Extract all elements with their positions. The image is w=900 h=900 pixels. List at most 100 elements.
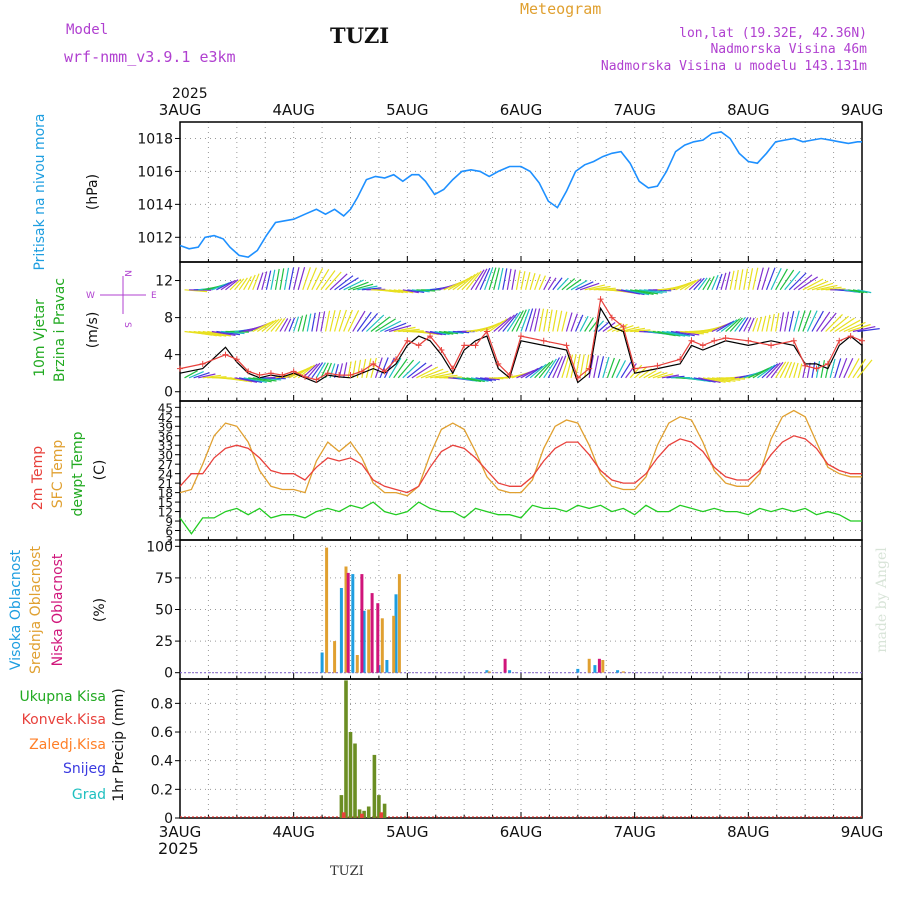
wind-barb xyxy=(556,310,563,332)
wind-gust-marker xyxy=(415,342,422,349)
wind-barb xyxy=(202,374,222,379)
wind-barb xyxy=(716,320,735,333)
panels: 1012101410161018048123691215182124273033… xyxy=(137,121,880,827)
wind-barb xyxy=(320,270,336,291)
wind-barb xyxy=(779,361,790,379)
wind-barb xyxy=(497,267,504,290)
wind-barb xyxy=(243,276,252,291)
wind-barb xyxy=(857,328,880,333)
wind-barb xyxy=(184,289,208,293)
total-precip-bar xyxy=(353,743,357,818)
wind-gust-marker xyxy=(824,360,831,367)
wind-barb xyxy=(629,364,643,379)
wind-gust-marker xyxy=(324,370,331,377)
wind-barb xyxy=(484,320,504,333)
wind-barb xyxy=(515,270,521,290)
wind-gust-marker xyxy=(461,342,468,349)
pressure-line xyxy=(179,131,862,258)
wind-barb xyxy=(229,377,253,383)
wind-gust-marker xyxy=(768,342,775,349)
y-tick-label: 0.4 xyxy=(151,754,173,770)
wind-barb xyxy=(847,358,860,379)
wind-gust-marker xyxy=(392,356,399,363)
wind-barb xyxy=(561,311,568,332)
wind-gust-marker xyxy=(563,342,570,349)
wind-barb xyxy=(297,267,306,290)
wind-gust-marker xyxy=(302,373,309,380)
wind-barb xyxy=(657,373,674,379)
y-tick-label: 21 xyxy=(158,477,173,491)
model-name: wrf-nmm_v3.9.1 e3km xyxy=(64,48,236,66)
wind-barb xyxy=(361,358,367,378)
wind-barb xyxy=(666,330,691,337)
wind-barb xyxy=(375,318,396,333)
wind-barb xyxy=(320,362,329,379)
y-tick-label: 0.2 xyxy=(151,782,173,798)
wind-barb xyxy=(411,364,433,379)
wind-barb xyxy=(552,309,558,332)
wind-barb xyxy=(306,362,321,379)
wind-gust-marker xyxy=(688,337,695,344)
wind-gust-marker xyxy=(859,337,865,344)
wind-barb xyxy=(630,329,651,333)
wind-barb xyxy=(384,322,407,333)
wind-barb xyxy=(502,312,518,332)
wind-barb xyxy=(820,312,837,332)
wind-barb xyxy=(270,318,283,332)
wind-barb xyxy=(315,362,326,379)
panel-cloud: 0 25 50 75 100 xyxy=(146,539,863,682)
wind-barb xyxy=(366,314,385,332)
wind-gust-marker xyxy=(279,372,286,379)
wind-barb xyxy=(388,357,402,379)
wind-barb xyxy=(697,277,708,291)
model-elevation-label: Nadmorska Visina u modelu 143.131m xyxy=(601,59,867,74)
wind-barb xyxy=(265,318,280,332)
wind-gust-marker xyxy=(245,368,252,375)
total-precip-bar xyxy=(362,810,366,818)
low-cloud-bar xyxy=(597,658,601,673)
wind-barb xyxy=(620,289,645,296)
low-cloud-bar xyxy=(376,603,380,673)
total-precip-bar xyxy=(348,732,353,818)
wind-barb xyxy=(707,377,731,383)
wind-barb xyxy=(556,277,569,291)
cloud-ylabel-3: Niska Oblacnost xyxy=(50,553,66,666)
wind-barb xyxy=(775,361,787,379)
wind-barb xyxy=(561,278,576,291)
wind-barb xyxy=(416,366,439,379)
wind-barb xyxy=(625,327,645,333)
wind-barb xyxy=(802,310,812,332)
wind-barb xyxy=(184,370,198,379)
compass-n: N xyxy=(122,270,132,277)
y-tick-label: 0.8 xyxy=(151,696,173,712)
wind-barb xyxy=(397,359,415,379)
wind-barb xyxy=(752,267,759,290)
time-label-top: 8AUG xyxy=(727,101,769,119)
wind-barb xyxy=(306,313,312,332)
top-time-axis: 3AUG 4AUG 5AUG 6AUG 7AUG 8AUG 9AUG xyxy=(159,101,883,119)
time-label-top: 6AUG xyxy=(500,101,542,119)
wind-barb xyxy=(198,373,216,379)
wind-barb xyxy=(452,275,473,291)
wind-barb xyxy=(547,357,561,379)
wind-barb xyxy=(288,367,310,379)
high-cloud-bar xyxy=(394,594,398,673)
wind-barb xyxy=(324,310,331,332)
wind-barb xyxy=(661,374,679,379)
wind-barb xyxy=(188,371,204,379)
wind-barb xyxy=(738,269,744,290)
wind-barb xyxy=(807,280,829,291)
time-label-bottom: 9AUG xyxy=(841,823,883,841)
wind-barb xyxy=(207,376,227,379)
total-precip-bar xyxy=(339,795,344,818)
wind-gust-marker xyxy=(586,365,593,372)
mid-cloud-bar xyxy=(487,671,491,673)
y-tick-label: 6 xyxy=(165,525,173,539)
wind-gust-marker xyxy=(802,362,809,369)
wind-barb xyxy=(238,377,263,383)
wind-barb xyxy=(816,284,838,291)
wind-barb xyxy=(693,377,716,383)
wind-barb xyxy=(670,330,695,337)
wind-barb xyxy=(506,268,512,290)
wind-barb xyxy=(279,318,289,332)
